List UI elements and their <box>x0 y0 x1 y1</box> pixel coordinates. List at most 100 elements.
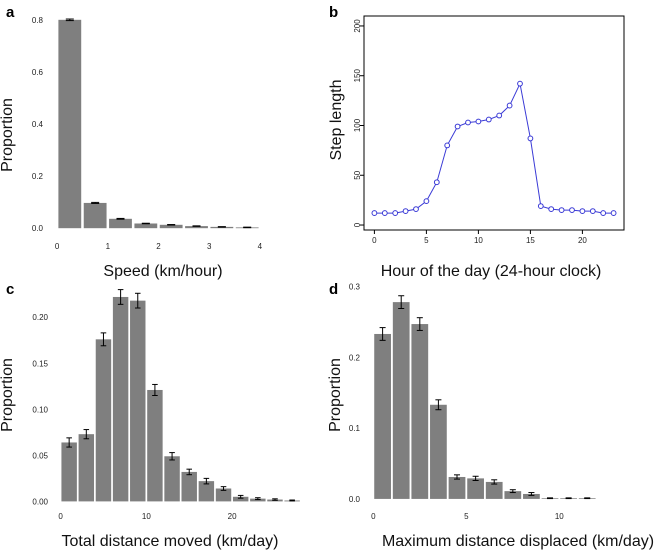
panel-b-point <box>444 142 451 149</box>
panel-c-bar <box>181 471 197 502</box>
panel-c-ytick-label: 0.00 <box>32 497 48 506</box>
panel-c-bar <box>215 488 232 502</box>
panel-c-bar <box>198 481 215 502</box>
panel-c: c Proportion Total distance moved (km/da… <box>0 281 300 550</box>
panel-b-point <box>579 208 586 214</box>
panel-a-xtick-label: 4 <box>258 242 263 251</box>
panel-b-ylabel: Step length <box>328 80 345 161</box>
panel-c-ylabel: Proportion <box>0 358 16 432</box>
panel-b-xtick-label: 10 <box>474 236 483 245</box>
panel-a-xtick-label: 2 <box>156 242 161 251</box>
panel-b-xtick-label: 0 <box>372 236 377 245</box>
panel-d-bar <box>448 476 466 499</box>
panel-b-point <box>423 198 430 205</box>
panel-c-ytick-label: 0.20 <box>32 313 48 322</box>
panel-c-xtick-label: 10 <box>142 512 151 521</box>
panel-d-ylabel: Proportion <box>327 358 344 432</box>
panel-b-point <box>610 210 617 216</box>
panel-b-point <box>589 208 596 214</box>
panel-b-xtick-label: 20 <box>578 236 587 245</box>
panel-a-bar <box>83 202 107 229</box>
panel-b-point <box>413 206 419 212</box>
panel-b-point <box>402 208 409 214</box>
panel-a-ytick-label: 0.6 <box>32 68 44 77</box>
panel-c-xtick-label: 0 <box>58 512 63 521</box>
panel-b-ytick-label: 0 <box>353 222 362 227</box>
panel-a-xlabel: Speed (km/hour) <box>103 263 222 280</box>
panel-b-xlabel: Hour of the day (24-hour clock) <box>381 263 602 280</box>
panel-b-ytick-label: 150 <box>353 69 362 83</box>
panel-d-xtick-label: 10 <box>555 512 564 521</box>
panel-c-ytick-label: 0.05 <box>32 451 48 460</box>
panel-b-point <box>537 203 544 210</box>
panel-c-ytick-label: 0.15 <box>32 359 48 368</box>
panel-c-bar <box>164 456 180 502</box>
panel-d-ytick-label: 0.1 <box>349 424 361 433</box>
panel-c-ytick-label: 0.10 <box>32 405 48 414</box>
panel-b-series-line <box>374 82 614 214</box>
panel-d-ytick-label: 0.2 <box>349 353 361 362</box>
panel-a-bar <box>58 19 82 229</box>
panel-b-point <box>485 116 492 123</box>
panel-b-ytick-label: 200 <box>353 19 362 33</box>
panel-b-point <box>465 119 471 126</box>
panel-a-xtick-label: 1 <box>106 242 111 251</box>
panel-b-point <box>548 206 555 212</box>
panel-b-point <box>527 135 534 142</box>
panel-b-ytick-label: 50 <box>353 170 362 179</box>
panel-a-ytick-label: 0.0 <box>32 224 44 233</box>
panel-b: b Step length Hour of the day (24-hour c… <box>328 4 625 280</box>
panel-b-point <box>371 210 378 216</box>
panel-b-label: b <box>329 4 338 21</box>
panel-d-xlabel: Maximum distance displaced (km/day) <box>382 533 654 550</box>
panel-d-bar <box>485 481 503 499</box>
panel-c-bar <box>95 339 112 502</box>
panel-a-ytick-label: 0.8 <box>32 16 44 25</box>
panel-b-point <box>600 210 607 216</box>
panel-d-label: d <box>329 281 338 298</box>
panel-c-bar <box>61 442 77 502</box>
panel-d-bar <box>374 333 391 499</box>
panel-d-bar <box>430 404 447 499</box>
panel-a-xtick-label: 3 <box>207 242 212 251</box>
panel-a-ytick-label: 0.4 <box>32 120 44 129</box>
panel-d-bar <box>467 478 484 499</box>
panel-d: d Proportion Maximum distance displaced … <box>327 281 654 550</box>
panel-d-xtick-label: 0 <box>371 512 376 521</box>
panel-c-bar <box>147 389 163 502</box>
panel-c-bar <box>78 434 95 502</box>
panel-b-point <box>496 112 503 119</box>
panel-b-xtick-label: 15 <box>526 236 535 245</box>
panel-a-xtick-label: 0 <box>55 242 60 251</box>
panel-b-ytick-label: 100 <box>353 118 362 132</box>
panel-c-bar <box>112 296 129 502</box>
panel-b-point <box>381 210 388 216</box>
panel-d-ytick-label: 0.0 <box>349 495 361 504</box>
panel-a-bar <box>185 226 208 229</box>
panel-c-xlabel: Total distance moved (km/day) <box>62 533 279 550</box>
panel-a-bar <box>134 223 158 229</box>
panel-a-label: a <box>6 4 15 21</box>
panel-a: a Proportion Speed (km/hour) 0.0 0.2 0.4 0.… <box>0 4 263 280</box>
panel-d-ytick-label: 0.3 <box>349 283 361 292</box>
panel-b-point <box>392 210 399 216</box>
panel-b-point <box>454 123 461 130</box>
panel-a-bar <box>109 218 132 229</box>
panel-b-point <box>569 207 575 213</box>
panel-a-ytick-label: 0.2 <box>32 172 44 181</box>
panel-c-label: c <box>6 281 14 298</box>
panel-b-point <box>433 179 440 186</box>
panel-d-bar <box>411 324 429 499</box>
panel-c-bar <box>232 496 249 502</box>
panel-b-point <box>475 118 482 125</box>
panel-a-ylabel: Proportion <box>0 98 16 172</box>
panel-b-point <box>517 80 523 87</box>
panel-d-bar <box>392 302 410 499</box>
panel-c-xtick-label: 20 <box>228 512 237 521</box>
panel-c-bar <box>130 300 146 502</box>
panel-b-plot-border <box>363 15 625 231</box>
panel-b-point <box>506 102 513 109</box>
panel-b-point <box>558 207 565 213</box>
panel-d-bar <box>504 491 522 499</box>
